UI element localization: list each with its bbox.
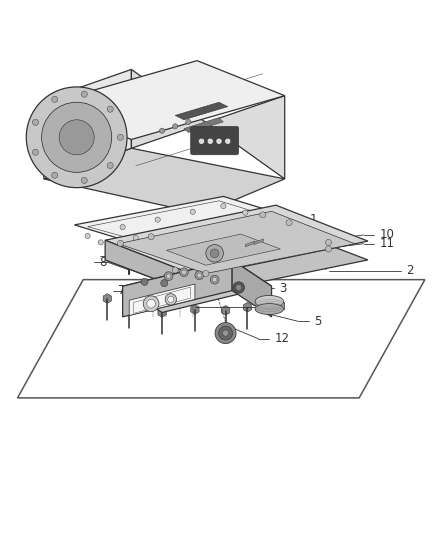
- Circle shape: [120, 224, 125, 230]
- Circle shape: [269, 218, 274, 223]
- Circle shape: [133, 236, 138, 241]
- Circle shape: [203, 240, 208, 245]
- Polygon shape: [105, 225, 368, 295]
- Circle shape: [195, 271, 204, 280]
- Polygon shape: [175, 102, 228, 120]
- Circle shape: [32, 119, 39, 125]
- Polygon shape: [44, 69, 131, 179]
- Polygon shape: [118, 211, 355, 273]
- Polygon shape: [105, 205, 368, 276]
- Circle shape: [260, 212, 266, 218]
- Circle shape: [117, 240, 124, 246]
- Circle shape: [59, 120, 94, 155]
- Circle shape: [221, 204, 226, 209]
- Circle shape: [219, 326, 233, 340]
- Circle shape: [172, 267, 178, 273]
- Polygon shape: [245, 241, 255, 247]
- Polygon shape: [123, 260, 232, 317]
- Polygon shape: [184, 118, 223, 133]
- Circle shape: [212, 278, 217, 282]
- Circle shape: [159, 128, 165, 133]
- Text: 8: 8: [99, 256, 107, 269]
- Circle shape: [168, 296, 174, 303]
- Text: 7: 7: [118, 284, 126, 297]
- Circle shape: [325, 239, 332, 246]
- Circle shape: [238, 233, 244, 238]
- Text: 3: 3: [279, 282, 286, 295]
- Circle shape: [210, 275, 219, 284]
- Circle shape: [223, 330, 229, 336]
- Text: 11: 11: [380, 237, 395, 250]
- Circle shape: [182, 270, 186, 274]
- Polygon shape: [44, 61, 285, 140]
- Circle shape: [26, 87, 127, 188]
- Circle shape: [206, 245, 223, 262]
- Circle shape: [180, 268, 188, 277]
- Polygon shape: [44, 148, 285, 214]
- Polygon shape: [166, 234, 280, 265]
- Circle shape: [107, 106, 113, 112]
- Circle shape: [168, 238, 173, 243]
- Circle shape: [155, 217, 160, 222]
- Text: 5: 5: [314, 315, 321, 328]
- Circle shape: [141, 278, 148, 285]
- Text: 6: 6: [134, 298, 142, 311]
- Circle shape: [32, 149, 39, 155]
- Circle shape: [143, 296, 159, 312]
- Polygon shape: [254, 239, 264, 245]
- Polygon shape: [255, 302, 283, 309]
- Polygon shape: [131, 69, 285, 179]
- Circle shape: [207, 138, 213, 144]
- Text: 2: 2: [406, 264, 413, 277]
- Circle shape: [197, 273, 201, 278]
- Circle shape: [215, 322, 236, 344]
- Circle shape: [164, 272, 173, 280]
- Circle shape: [243, 210, 248, 215]
- Ellipse shape: [255, 295, 284, 308]
- Text: 12: 12: [275, 332, 290, 345]
- Circle shape: [148, 233, 154, 240]
- Circle shape: [85, 233, 90, 238]
- Circle shape: [225, 138, 231, 144]
- Ellipse shape: [255, 303, 284, 314]
- Text: 1: 1: [310, 213, 317, 225]
- Circle shape: [216, 138, 222, 144]
- Circle shape: [210, 249, 219, 258]
- Circle shape: [81, 91, 87, 97]
- Text: 10: 10: [380, 229, 395, 241]
- Circle shape: [165, 294, 177, 305]
- Circle shape: [81, 177, 87, 183]
- Circle shape: [198, 138, 205, 144]
- Circle shape: [236, 285, 242, 290]
- Circle shape: [173, 124, 178, 129]
- Circle shape: [161, 280, 168, 287]
- Polygon shape: [74, 197, 298, 248]
- Circle shape: [117, 134, 124, 140]
- Polygon shape: [123, 260, 272, 312]
- Circle shape: [107, 163, 113, 168]
- Text: 4: 4: [277, 300, 284, 313]
- Polygon shape: [105, 240, 197, 295]
- Polygon shape: [232, 260, 272, 317]
- Circle shape: [286, 220, 292, 226]
- Circle shape: [166, 274, 171, 278]
- Circle shape: [52, 172, 58, 178]
- Circle shape: [203, 270, 209, 277]
- Circle shape: [233, 282, 244, 293]
- Circle shape: [52, 96, 58, 102]
- Circle shape: [186, 119, 191, 125]
- Circle shape: [147, 300, 155, 308]
- Circle shape: [190, 209, 195, 214]
- Polygon shape: [129, 284, 195, 316]
- FancyBboxPatch shape: [191, 126, 239, 155]
- Circle shape: [42, 102, 112, 172]
- Text: 9: 9: [105, 250, 113, 263]
- Circle shape: [325, 246, 332, 252]
- Circle shape: [98, 240, 103, 245]
